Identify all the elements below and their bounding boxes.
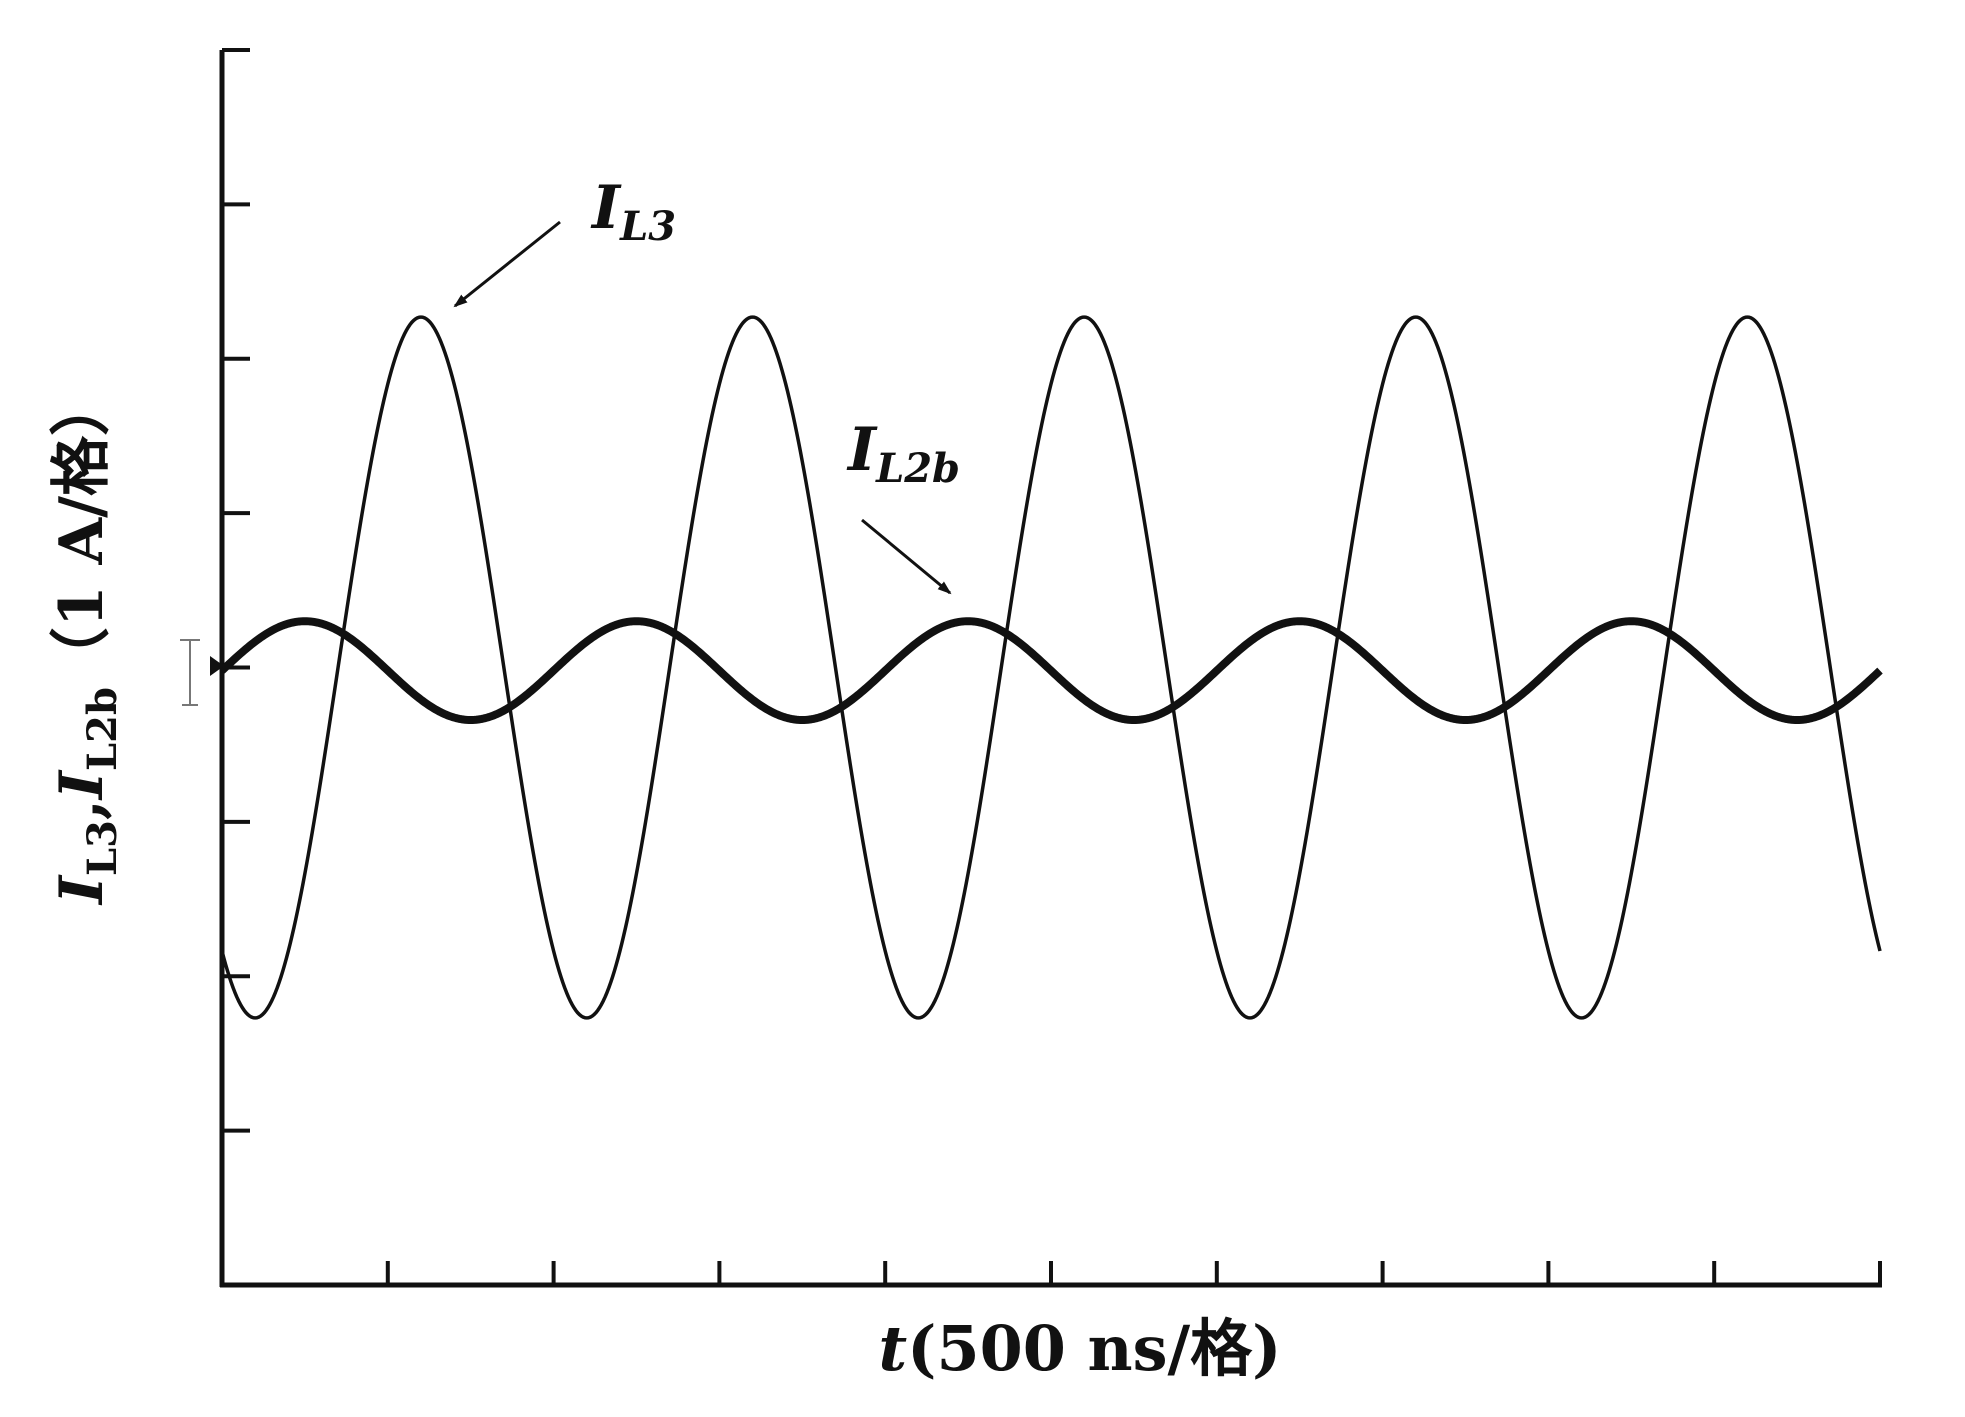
y-axis-sub1: L3 <box>79 820 126 876</box>
y-axis-unit: （1 A/格） <box>47 376 117 687</box>
x-axis-unit: (500 ns/格) <box>907 1312 1281 1385</box>
series-label-sub: L3 <box>619 203 676 250</box>
y-axis-var1: I <box>47 874 117 906</box>
svg-text:IL2b: IL2b <box>846 415 960 492</box>
y-axis-label: IL3,IL2b（1 A/格） <box>47 376 126 906</box>
series-line-i-l3 <box>220 315 1882 1020</box>
y-axis-sep: , <box>47 799 117 820</box>
series-label-il2b: IL2b <box>846 415 960 492</box>
series-label-var: I <box>846 415 878 485</box>
x-axis-var: t <box>879 1312 908 1385</box>
series-line-i-l2b <box>219 617 1883 724</box>
series-label-var: I <box>590 173 622 243</box>
y-axis-var2: I <box>47 769 117 801</box>
series-layer <box>219 315 1883 1020</box>
series-label-il3: IL3 <box>590 173 676 250</box>
svg-text:IL3: IL3 <box>590 173 676 250</box>
x-ticks <box>385 1261 1882 1285</box>
y-axis-sub2: L2b <box>79 687 126 771</box>
annotation-arrow-il2b <box>861 518 952 595</box>
annotation-arrow-il3 <box>453 220 561 308</box>
series-label-sub: L2b <box>875 445 960 492</box>
ground-marker-icon <box>180 639 224 706</box>
x-axis-label: t(500 ns/格) <box>879 1312 1282 1385</box>
